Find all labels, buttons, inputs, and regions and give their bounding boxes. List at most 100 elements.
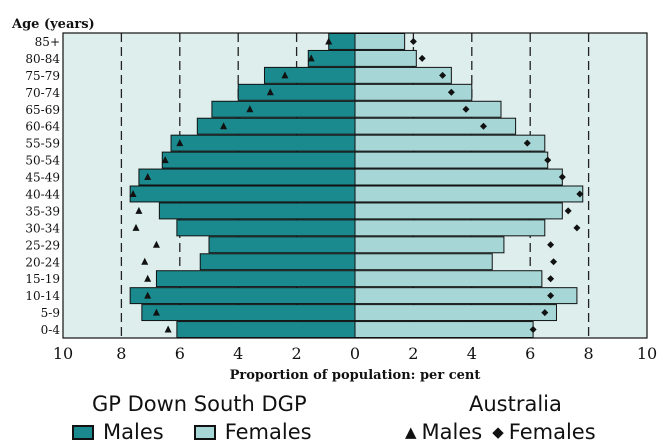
bar-females xyxy=(354,236,505,254)
age-group-label: 35-39 xyxy=(25,204,60,218)
marker-australia-males xyxy=(141,257,149,265)
bar-males xyxy=(307,49,356,67)
marker-australia-males xyxy=(246,105,254,113)
marker-australia-females xyxy=(547,292,555,300)
marker-australia-males xyxy=(144,173,152,181)
age-group-label: 75-79 xyxy=(25,69,60,83)
x-tick-label: 6 xyxy=(525,344,535,363)
triangle-icon: ▲ xyxy=(405,423,417,441)
marker-australia-females xyxy=(462,105,470,113)
marker-australia-males xyxy=(176,139,184,147)
bar-males xyxy=(170,134,356,152)
age-group-label: 80-84 xyxy=(25,52,60,66)
bar-females xyxy=(354,168,563,186)
marker-australia-males xyxy=(164,325,172,333)
x-tick-label: 4 xyxy=(467,344,477,363)
x-tick-label: 0 xyxy=(350,344,360,363)
legend-group1-females-label: Females xyxy=(224,420,312,444)
marker-australia-females xyxy=(439,71,447,79)
marker-australia-females xyxy=(529,326,537,334)
age-group-label: 5-9 xyxy=(41,306,60,320)
x-axis-title: Proportion of population: per cent xyxy=(230,368,481,383)
x-tick-labels: 10 8 6 4 2 0 2 4 6 8 10 xyxy=(53,344,657,363)
marker-australia-males xyxy=(132,223,140,231)
age-group-label: 70-74 xyxy=(25,86,60,100)
bar-females xyxy=(354,134,546,152)
age-group-label: 15-19 xyxy=(25,272,60,286)
bar-males xyxy=(158,202,356,220)
bar-males xyxy=(176,321,356,338)
x-tick-label: 2 xyxy=(408,344,418,363)
marker-australia-females xyxy=(447,88,455,96)
bar-males xyxy=(328,33,356,50)
x-tick-label: 8 xyxy=(584,344,594,363)
bar-males xyxy=(208,236,356,254)
y-axis-title: Age (years) xyxy=(11,17,95,32)
legend-group2-males-label: Males xyxy=(421,420,483,444)
marker-australia-males xyxy=(135,206,143,214)
marker-australia-males xyxy=(161,156,169,164)
bar-females xyxy=(354,117,517,135)
bars xyxy=(129,33,584,338)
x-tick-label: 4 xyxy=(233,344,243,363)
marker-australia-males xyxy=(325,37,333,45)
bar-males xyxy=(155,270,356,288)
marker-australia-males xyxy=(152,240,160,248)
marker-australia-males xyxy=(281,71,289,79)
legend-group2-row: ▲ Males ◆ Females xyxy=(405,420,596,444)
x-tick-label: 10 xyxy=(53,344,73,363)
bar-males xyxy=(196,117,356,135)
bar-females xyxy=(354,321,534,338)
age-group-labels: 85+ 80-84 75-79 70-74 65-69 60-64 55-59 50-54 45… xyxy=(25,35,60,337)
age-group-label: 20-24 xyxy=(25,255,60,269)
marker-australia-females xyxy=(558,173,566,181)
bar-females xyxy=(354,253,493,271)
x-tick-label: 10 xyxy=(637,344,657,363)
age-group-label: 85+ xyxy=(35,35,60,49)
legend-group1-row: Males Females xyxy=(72,420,312,444)
marker-australia-females xyxy=(550,258,558,266)
bar-females xyxy=(354,151,549,169)
australia-markers xyxy=(129,37,584,334)
age-group-label: 45-49 xyxy=(25,171,60,185)
age-group-label: 25-29 xyxy=(25,238,60,252)
age-group-label: 50-54 xyxy=(25,154,60,168)
marker-australia-males xyxy=(144,291,152,299)
plot-frame xyxy=(62,32,648,339)
bar-males xyxy=(211,100,356,118)
age-group-label: 40-44 xyxy=(25,187,60,201)
x-tick-label: 2 xyxy=(292,344,302,363)
bar-females xyxy=(354,202,563,220)
age-group-label: 0-4 xyxy=(41,323,61,337)
legend-group2-title: Australia xyxy=(469,392,562,416)
marker-australia-females xyxy=(523,139,531,147)
bar-females xyxy=(354,304,557,322)
age-group-label: 10-14 xyxy=(25,289,60,303)
females-swatch xyxy=(193,424,216,440)
age-group-label: 30-34 xyxy=(25,221,60,235)
marker-australia-females xyxy=(573,224,581,232)
bar-males xyxy=(161,151,356,169)
bar-females xyxy=(354,33,406,50)
x-tick-label: 6 xyxy=(175,344,185,363)
bar-males xyxy=(176,219,356,237)
marker-australia-males xyxy=(144,274,152,282)
marker-australia-males xyxy=(152,308,160,316)
bar-males xyxy=(138,168,356,186)
marker-australia-males xyxy=(129,189,137,197)
marker-australia-females xyxy=(564,207,572,215)
marker-australia-females xyxy=(409,37,417,45)
marker-australia-females xyxy=(479,122,487,130)
marker-australia-males xyxy=(307,54,315,62)
bar-males xyxy=(129,185,356,203)
age-group-label: 65-69 xyxy=(25,103,60,117)
bar-males xyxy=(129,287,356,305)
bar-females xyxy=(354,287,578,305)
marker-australia-females xyxy=(541,309,549,317)
bar-males xyxy=(237,83,356,101)
age-group-label: 60-64 xyxy=(25,120,60,134)
males-swatch xyxy=(72,424,94,440)
bar-females xyxy=(354,100,502,118)
bar-males xyxy=(141,304,356,322)
